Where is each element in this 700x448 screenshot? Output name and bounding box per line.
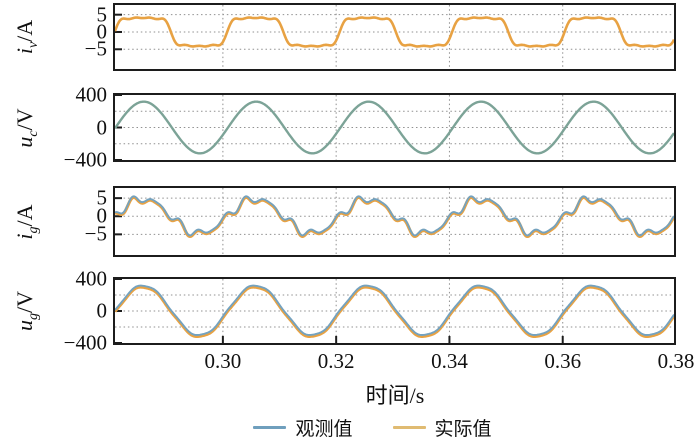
y-tick-label: 0 bbox=[96, 19, 108, 44]
series-line-iv bbox=[115, 16, 674, 48]
legend-item: 观测值 bbox=[253, 414, 353, 441]
series-line-uc bbox=[115, 100, 674, 155]
y-tick-label: −400 bbox=[63, 330, 107, 355]
y-tick-label: −400 bbox=[63, 147, 107, 172]
y-tick-label: 400 bbox=[75, 266, 108, 291]
y-tick-label: 5 bbox=[96, 185, 108, 210]
legend-label: 观测值 bbox=[295, 419, 353, 440]
series-line-ig bbox=[115, 195, 674, 237]
y-tick-label: −5 bbox=[84, 221, 107, 246]
legend-line-swatch bbox=[253, 426, 287, 429]
y-tick-label: 0 bbox=[96, 115, 108, 139]
y-tick-label: 0 bbox=[96, 298, 108, 323]
panel-iv bbox=[113, 3, 676, 71]
panel-ig bbox=[113, 186, 676, 257]
y-tick-label: 400 bbox=[75, 82, 108, 107]
plot-area-ig bbox=[115, 188, 674, 255]
plot-area-ug bbox=[115, 279, 674, 343]
panel-ug bbox=[113, 277, 676, 345]
legend-label: 实际值 bbox=[434, 419, 492, 440]
series-line-ug bbox=[115, 284, 674, 336]
y-tick-label: 0 bbox=[96, 203, 108, 228]
x-tick-label: 0.34 bbox=[431, 349, 468, 373]
legend: 观测值 实际值 bbox=[0, 414, 700, 441]
x-tick-label: 0.36 bbox=[544, 349, 582, 373]
y-axis-label-iv: iv/A bbox=[11, 19, 42, 55]
legend-item: 实际值 bbox=[392, 414, 492, 441]
x-tick-label: 0.32 bbox=[317, 349, 355, 373]
y-axis-label-ig: ig/A bbox=[11, 203, 42, 240]
plot-area-iv bbox=[115, 5, 674, 69]
panel-uc bbox=[113, 93, 676, 162]
y-tick-label: 5 bbox=[96, 2, 108, 27]
y-axis-label-ug: ug/V bbox=[11, 291, 42, 331]
legend-line-swatch bbox=[392, 426, 426, 429]
x-axis-label: 时间/s bbox=[365, 383, 425, 408]
y-axis-label-uc: uc/V bbox=[11, 107, 42, 148]
x-tick-label: 0.30 bbox=[204, 349, 242, 373]
y-tick-label: −5 bbox=[84, 36, 107, 61]
x-tick-label: 0.38 bbox=[657, 349, 695, 373]
plot-area-uc bbox=[115, 95, 674, 160]
